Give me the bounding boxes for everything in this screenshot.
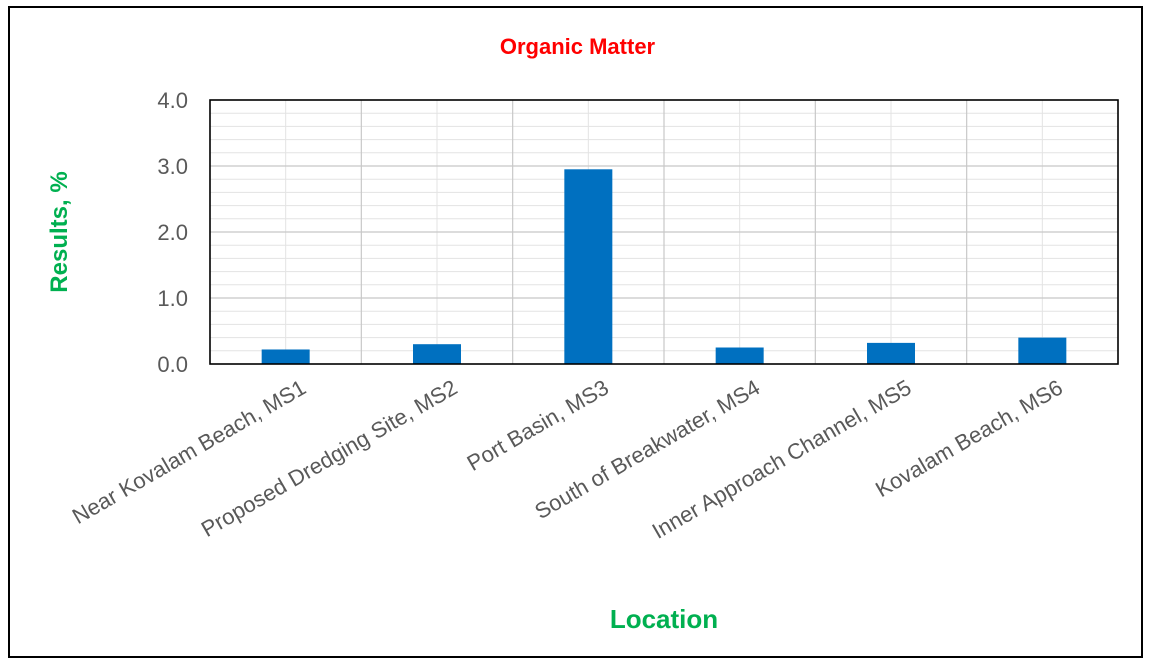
x-axis-label: Location [609, 604, 719, 634]
x-tick-label: Inner Approach Channel, MS5 [648, 375, 916, 544]
bar [715, 347, 764, 364]
y-tick-label: 1.0 [157, 286, 188, 311]
y-tick-label: 3.0 [157, 154, 188, 179]
y-tick-label: 0.0 [157, 352, 188, 377]
bar [413, 344, 461, 364]
bar [261, 349, 310, 364]
x-tick-label: Port Basin, MS3 [463, 375, 613, 476]
bar [564, 169, 613, 364]
y-tick-label: 4.0 [157, 88, 188, 113]
bar [867, 342, 915, 364]
plot-border [209, 99, 1119, 365]
chart-title: Organic Matter [499, 34, 656, 59]
y-tick-label: 2.0 [157, 220, 188, 245]
x-tick-label: Near Kovalam Beach, MS1 [68, 375, 310, 529]
x-tick-label: Proposed Dredging Site, MS2 [197, 375, 462, 542]
bar [1018, 337, 1067, 364]
